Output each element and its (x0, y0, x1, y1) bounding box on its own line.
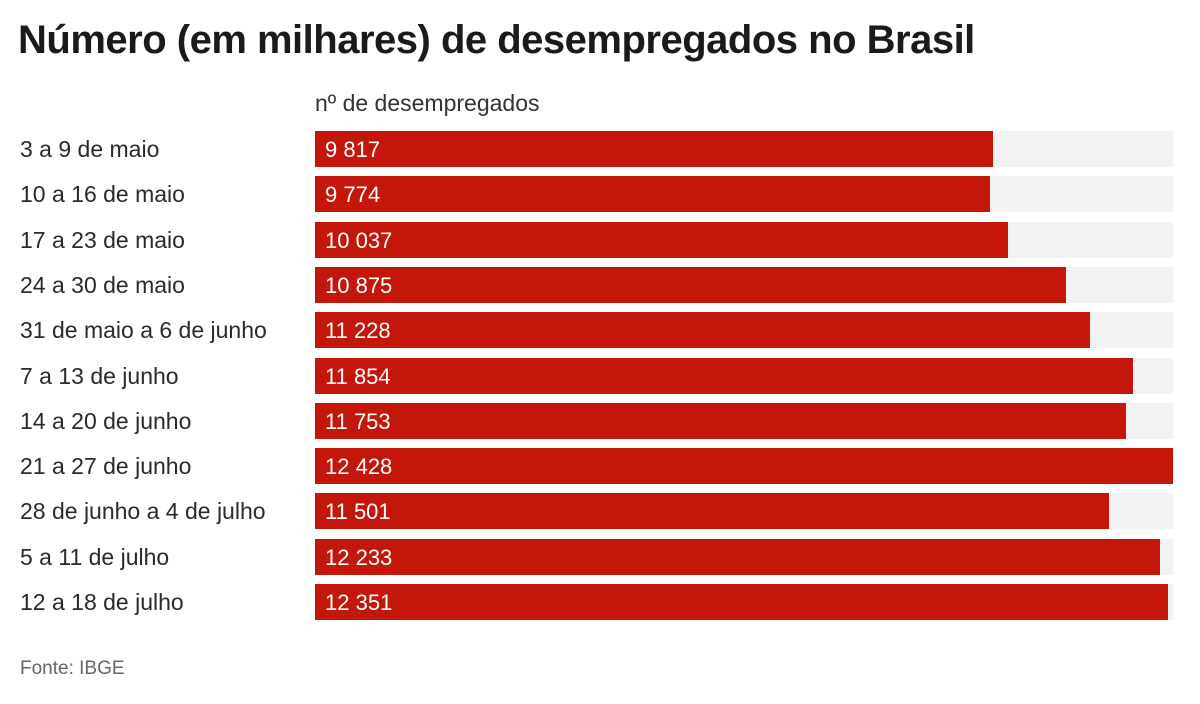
bar-value-label: 10 037 (325, 228, 393, 253)
category-label: 12 a 18 de julho (20, 589, 184, 615)
bar (315, 584, 1168, 620)
bar-value-label: 11 228 (325, 318, 391, 343)
bar (315, 403, 1126, 439)
bar-value-label: 12 233 (325, 545, 393, 570)
bar (315, 539, 1160, 575)
bar (315, 358, 1133, 394)
source-note: Fonte: IBGE (20, 658, 125, 679)
bar-row: 28 de junho a 4 de julho 11 501 (0, 493, 1200, 529)
bar (315, 312, 1090, 348)
category-label: 3 a 9 de maio (20, 136, 160, 162)
bar-row: 24 a 30 de maio 10 875 (0, 267, 1200, 303)
bar-row: 3 a 9 de maio 9 817 (0, 131, 1200, 167)
bar-value-label: 11 501 (325, 499, 391, 524)
bar-row: 5 a 11 de julho 12 233 (0, 539, 1200, 575)
bar-value-label: 12 351 (325, 590, 393, 615)
bar-track: 11 854 (315, 358, 1173, 394)
bar-track: 12 233 (315, 539, 1173, 575)
bar-track: 11 501 (315, 493, 1173, 529)
bar (315, 267, 1066, 303)
bar-track: 11 228 (315, 312, 1173, 348)
bar (315, 493, 1109, 529)
category-label: 10 a 16 de maio (20, 181, 185, 207)
bar-row: 14 a 20 de junho 11 753 (0, 403, 1200, 439)
bar-track: 10 875 (315, 267, 1173, 303)
category-label: 21 a 27 de junho (20, 453, 192, 479)
bar-row: 12 a 18 de julho 12 351 (0, 584, 1200, 620)
bar-row: 7 a 13 de junho 11 854 (0, 358, 1200, 394)
category-label: 5 a 11 de julho (20, 544, 170, 570)
bar-value-label: 10 875 (325, 273, 393, 298)
category-label: 24 a 30 de maio (20, 272, 185, 298)
bar-value-label: 11 753 (325, 409, 391, 434)
bar-track: 12 351 (315, 584, 1173, 620)
chart-title: Número (em milhares) de desempregados no… (18, 18, 975, 62)
bar (315, 176, 990, 212)
bar-track: 11 753 (315, 403, 1173, 439)
bar-track: 9 774 (315, 176, 1173, 212)
bar-value-label: 9 817 (325, 137, 381, 162)
category-label: 14 a 20 de junho (20, 408, 192, 434)
bar-row: 31 de maio a 6 de junho 11 228 (0, 312, 1200, 348)
category-label: 31 de maio a 6 de junho (20, 317, 267, 343)
bar (315, 448, 1173, 484)
bar-value-label: 9 774 (325, 182, 381, 207)
bar-value-label: 12 428 (325, 454, 393, 479)
category-label: 7 a 13 de junho (20, 363, 179, 389)
category-label: 28 de junho a 4 de julho (20, 498, 266, 524)
bar (315, 222, 1008, 258)
value-column-header: nº de desempregados (315, 90, 540, 116)
bar-value-label: 11 854 (325, 364, 391, 389)
bar-track: 10 037 (315, 222, 1173, 258)
bar-row: 21 a 27 de junho 12 428 (0, 448, 1200, 484)
bar-track: 9 817 (315, 131, 1173, 167)
bar-track: 12 428 (315, 448, 1173, 484)
bar-row: 17 a 23 de maio 10 037 (0, 222, 1200, 258)
category-label: 17 a 23 de maio (20, 227, 185, 253)
bar-row: 10 a 16 de maio 9 774 (0, 176, 1200, 212)
bar (315, 131, 993, 167)
